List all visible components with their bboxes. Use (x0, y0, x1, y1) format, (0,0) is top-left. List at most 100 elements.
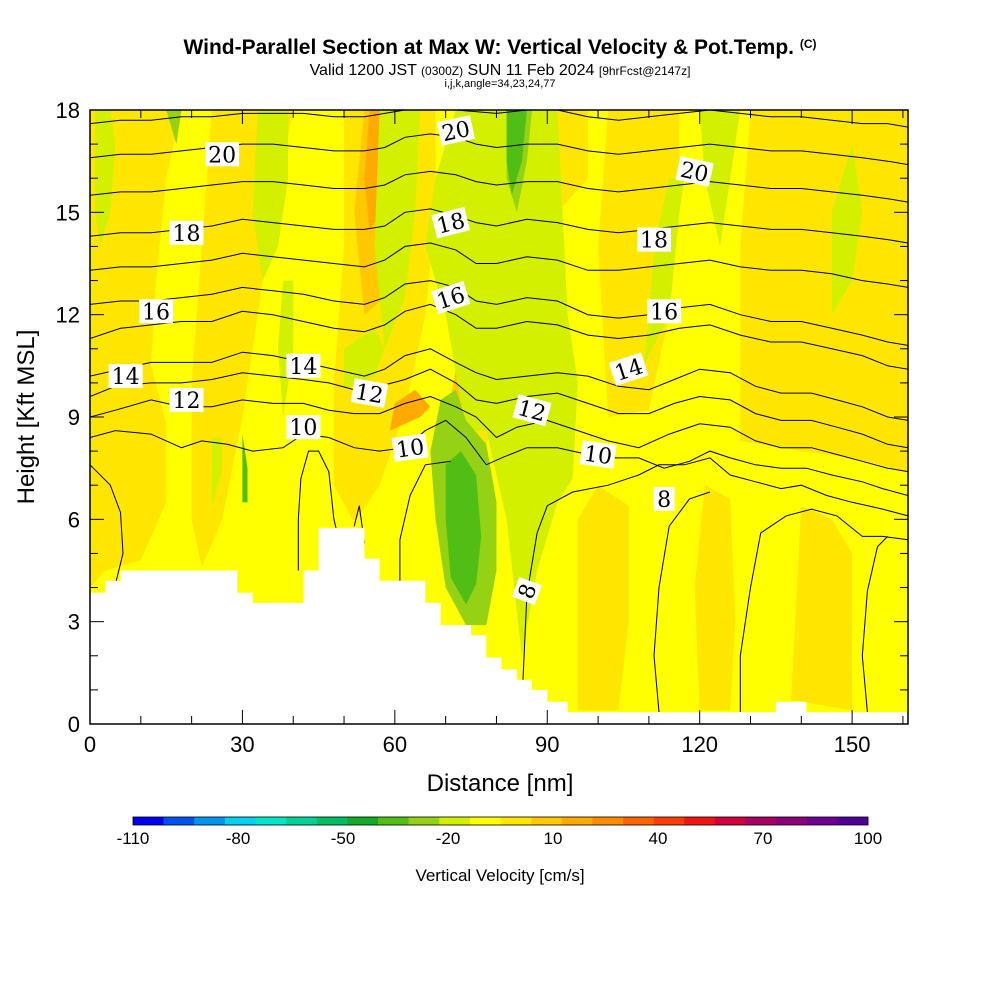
theta-contour-12-9 (90, 395, 908, 473)
theta-contour-14-11 (90, 348, 908, 421)
x-tick-label: 150 (834, 732, 871, 757)
contour-label-box (436, 115, 475, 146)
colorbar-tick-label: -50 (331, 829, 356, 848)
contour-label-18: 8 (653, 486, 675, 513)
colorbar-tick-label: -110 (117, 829, 150, 848)
velocity-region-29 (506, 110, 527, 196)
y-tick-label: 15 (56, 200, 80, 225)
colorbar-swatch (286, 817, 318, 825)
velocity-region-8 (791, 505, 853, 711)
velocity-region-24 (211, 437, 223, 506)
y-tick-label: 9 (68, 405, 80, 430)
theta-contour-8-5 (739, 508, 908, 713)
x-tick-label: 0 (84, 732, 96, 757)
axes: 0 3 6 9 12 15 18 0 30 60 90 120 150 (56, 98, 908, 757)
valid-time-utc: (0300Z) (421, 64, 464, 78)
contour-label-text: 20 (678, 158, 711, 188)
contour-label-0: 20 (205, 142, 240, 168)
colorbar-swatch (623, 817, 654, 825)
contour-label-box (108, 364, 143, 389)
chart-title: Wind-Parallel Section at Max W: Vertical… (0, 36, 1000, 60)
chart-title-tag: (C) (799, 37, 817, 51)
colorbar-tick-label: 40 (649, 829, 668, 848)
contour-label-box (512, 394, 552, 427)
colorbar-swatch (469, 817, 501, 825)
contour-label-box (391, 433, 429, 462)
theta-contour-18-14 (90, 242, 908, 288)
y-tick-label: 0 (68, 712, 80, 737)
colorbar-swatch (837, 817, 869, 825)
theta-contour-8-6 (861, 536, 889, 713)
x-tick-label: 60 (383, 732, 407, 757)
colorbar-tick-label: 10 (544, 829, 563, 848)
contour-label-text: 10 (395, 435, 426, 464)
colorbar-swatch (255, 817, 287, 825)
theta-contour-16-12 (90, 303, 908, 370)
y-axis-label: Height [Kft MSL] (13, 330, 40, 505)
y-tick-label: 3 (68, 610, 80, 635)
contour-label-3: 18 (169, 220, 204, 247)
colorbar-frame (132, 816, 869, 826)
contour-label-text: 10 (289, 416, 317, 441)
theta-contour-8-4 (521, 457, 908, 704)
chart-subtitle: Valid 1200 JST (0300Z) SUN 11 Feb 2024 [… (0, 62, 1000, 80)
velocity-region-9 (740, 110, 908, 472)
contour-label-4: 18 (431, 206, 471, 240)
x-tick-label: 30 (230, 732, 254, 757)
contour-label-box (205, 142, 240, 167)
colorbar-swatch (714, 817, 746, 825)
contour-label-box (286, 415, 321, 440)
velocity-region-5 (577, 485, 629, 711)
contour-label-text: 14 (112, 365, 140, 390)
contour-label-box (675, 156, 714, 187)
velocity-region-14 (389, 389, 431, 431)
colorbar-swatch (316, 817, 348, 825)
velocity-region-23 (831, 144, 863, 315)
contour-label-text: 10 (582, 442, 613, 471)
colorbar-tick-label: 70 (754, 829, 773, 848)
contour-label-box (169, 220, 204, 245)
colorbar-swatch (745, 817, 777, 825)
velocity-region-20 (425, 110, 578, 656)
colorbar-swatch (592, 817, 624, 825)
contour-label-1: 20 (436, 115, 475, 147)
valid-date: SUN 11 Feb 2024 (467, 62, 595, 79)
contour-label-5: 18 (637, 227, 671, 254)
x-tick-label: 90 (535, 732, 559, 757)
potential-temperature-contours (90, 110, 908, 713)
colorbar-swatch (806, 817, 838, 825)
contour-label-12: 12 (169, 387, 204, 414)
contour-label-box (286, 353, 321, 378)
theta-contour-8-1 (297, 450, 337, 571)
terrain (90, 527, 908, 724)
contour-label-text: 8 (657, 488, 671, 513)
contour-label-box (430, 280, 471, 315)
contour-label-text: 20 (208, 143, 236, 168)
velocity-region-16 (252, 110, 289, 281)
contour-label-8: 16 (647, 299, 682, 325)
colorbar-swatch (653, 817, 685, 825)
contour-label-10: 14 (286, 353, 321, 380)
contour-label-17: 10 (579, 440, 617, 471)
contour-label-box (637, 227, 671, 252)
colorbar-swatch (408, 817, 440, 825)
contour-label-box (512, 577, 542, 605)
colorbar-tick-label: -80 (226, 829, 251, 848)
velocity-region-7 (598, 110, 680, 417)
colorbar-swatch (133, 817, 164, 825)
velocity-region-18 (374, 110, 421, 349)
colorbar-swatch (194, 817, 226, 825)
contour-label-box (350, 378, 389, 408)
colorbar-swatch (224, 817, 256, 825)
colorbar-swatch (776, 817, 808, 825)
forecast-info: [9hrFcst@2147z] (598, 64, 691, 78)
chart-title-text: Wind-Parallel Section at Max W: Vertical… (183, 36, 794, 59)
contour-label-text: 12 (353, 380, 385, 409)
contour-label-text: 16 (142, 300, 170, 325)
contour-label-text: 12 (173, 389, 201, 414)
contour-label-2: 20 (675, 156, 714, 188)
contour-label-text: 18 (640, 229, 668, 254)
colorbar-swatch (163, 817, 195, 825)
